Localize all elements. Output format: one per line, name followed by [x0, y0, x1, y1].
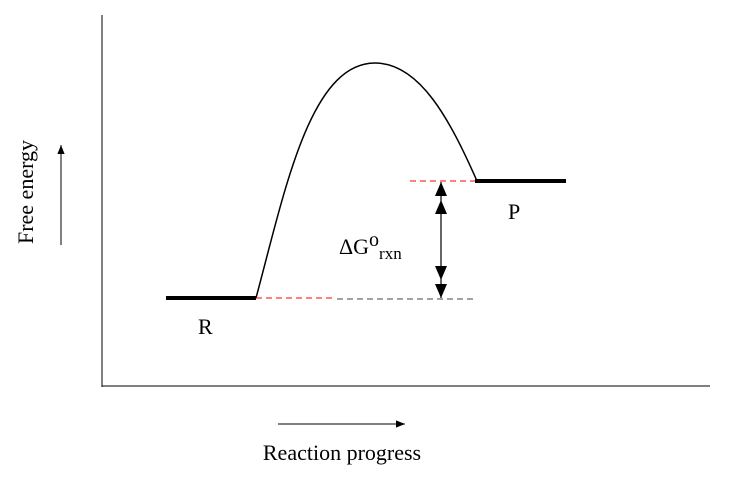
reactant-label: R — [198, 314, 213, 339]
delta-g-main: ΔG — [339, 234, 369, 259]
x-axis-label: Reaction progress — [263, 440, 421, 465]
reaction-curve — [255, 62, 478, 299]
y-axis-label: Free energy — [13, 140, 38, 244]
delta-g-subscript: rxn — [379, 244, 402, 263]
delta-g-label: ΔGorxn — [339, 229, 402, 263]
delta-g-superscript: o — [369, 229, 379, 251]
product-label: P — [508, 199, 520, 224]
